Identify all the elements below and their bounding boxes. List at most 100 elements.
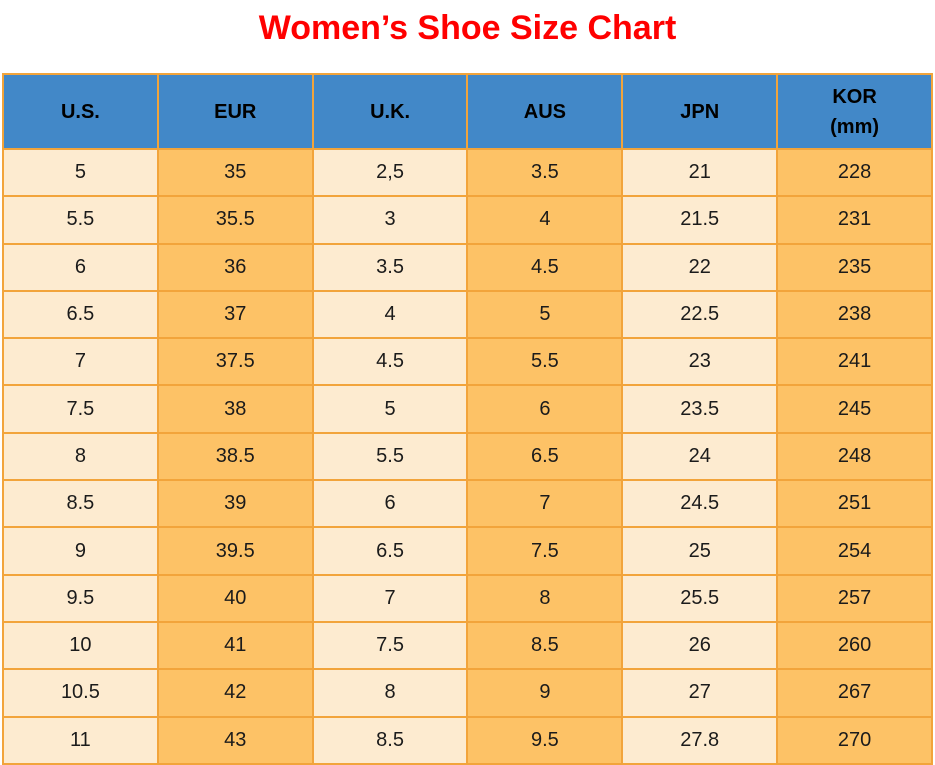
table-cell: 23.5: [621, 384, 779, 434]
table-cell: 5: [311, 384, 469, 434]
column-header-label: AUS: [523, 100, 567, 123]
column-header-label: U.S.: [60, 100, 100, 123]
table-cell: 245: [776, 384, 933, 434]
table-cell: 22.5: [621, 289, 779, 340]
table-cell: 3.5: [466, 147, 624, 198]
table-cell: 8.5: [311, 715, 469, 765]
table-cell: 25.5: [621, 573, 779, 623]
table-cell: 238: [776, 289, 933, 340]
table-cell: 35.5: [156, 195, 314, 245]
table-row: 6.5 37 4 5 22.5 238: [2, 289, 933, 340]
table-cell: 6: [466, 384, 624, 434]
column-header-uk: U.K.: [311, 73, 469, 150]
table-cell: 6.5: [466, 431, 624, 482]
table-cell: 6: [2, 242, 159, 292]
table-cell: 2,5: [311, 147, 469, 198]
table-cell: 43: [156, 715, 314, 765]
table-cell: 3.5: [311, 242, 469, 292]
column-header-kor: KOR (mm): [776, 73, 933, 150]
column-header-sublabel: (mm): [830, 115, 880, 138]
table-cell: 235: [776, 242, 933, 292]
table-cell: 26: [621, 620, 779, 671]
table-cell: 5.5: [2, 195, 159, 245]
table-cell: 7: [2, 337, 159, 387]
table-cell: 7.5: [466, 526, 624, 576]
table-cell: 9: [2, 526, 159, 576]
table-cell: 39: [156, 479, 314, 529]
table-cell: 7.5: [311, 620, 469, 671]
table-cell: 9.5: [466, 715, 624, 765]
table-cell: 38: [156, 384, 314, 434]
table-row: 9.5 40 7 8 25.5 257: [2, 573, 933, 623]
table-cell: 38.5: [156, 431, 314, 482]
table-cell: 7: [311, 573, 469, 623]
table-cell: 7: [466, 479, 624, 529]
table-cell: 41: [156, 620, 314, 671]
table-cell: 241: [776, 337, 933, 387]
table-cell: 21: [621, 147, 779, 198]
table-cell: 270: [776, 715, 933, 765]
table-cell: 10: [2, 620, 159, 671]
table-cell: 267: [776, 668, 933, 718]
table-cell: 24: [621, 431, 779, 482]
column-header-eur: EUR: [156, 73, 314, 150]
table-cell: 8: [2, 431, 159, 482]
table-cell: 35: [156, 147, 314, 198]
table-cell: 9.5: [2, 573, 159, 623]
table-cell: 248: [776, 431, 933, 482]
table-cell: 9: [466, 668, 624, 718]
table-row: 5.5 35.5 3 4 21.5 231: [2, 195, 933, 245]
table-row: 11 43 8.5 9.5 27.8 270: [2, 715, 933, 765]
table-cell: 24.5: [621, 479, 779, 529]
table-cell: 37.5: [156, 337, 314, 387]
table-cell: 42: [156, 668, 314, 718]
table-cell: 40: [156, 573, 314, 623]
table-cell: 4.5: [466, 242, 624, 292]
table-cell: 25: [621, 526, 779, 576]
column-header-us: U.S.: [2, 73, 159, 150]
table-cell: 4.5: [311, 337, 469, 387]
table-cell: 260: [776, 620, 933, 671]
table-cell: 23: [621, 337, 779, 387]
table-cell: 7.5: [2, 384, 159, 434]
table-cell: 11: [2, 715, 159, 765]
table-cell: 27.8: [621, 715, 779, 765]
table-cell: 4: [311, 289, 469, 340]
table-cell: 5.5: [311, 431, 469, 482]
table-cell: 37: [156, 289, 314, 340]
table-cell: 36: [156, 242, 314, 292]
table-cell: 8: [311, 668, 469, 718]
page-title: Women’s Shoe Size Chart: [258, 9, 677, 47]
table-cell: 228: [776, 147, 933, 198]
table-cell: 27: [621, 668, 779, 718]
table-cell: 254: [776, 526, 933, 576]
table-cell: 257: [776, 573, 933, 623]
table-cell: 10.5: [2, 668, 159, 718]
table-row: 7.5 38 5 6 23.5 245: [2, 384, 933, 434]
table-cell: 8.5: [466, 620, 624, 671]
table-cell: 21.5: [621, 195, 779, 245]
table-body: 5 35 2,5 3.5 21 228 5.5 35.5 3 4 21.5 231 6 36 3.5 4.5 2…: [2, 147, 933, 765]
table-cell: 6.5: [2, 289, 159, 340]
table-cell: 22: [621, 242, 779, 292]
table-row: 9 39.5 6.5 7.5 25 254: [2, 526, 933, 576]
table-row: 8 38.5 5.5 6.5 24 248: [2, 431, 933, 482]
column-header-label: KOR: [832, 85, 877, 108]
table-cell: 231: [776, 195, 933, 245]
table-cell: 8: [466, 573, 624, 623]
table-cell: 6.5: [311, 526, 469, 576]
table-cell: 8.5: [2, 479, 159, 529]
table-row: 8.5 39 6 7 24.5 251: [2, 479, 933, 529]
table-cell: 251: [776, 479, 933, 529]
table-header: U.S. EUR U.K. AUS JPN KOR (mm): [2, 73, 933, 150]
table-row: 10.5 42 8 9 27 267: [2, 668, 933, 718]
header-row: U.S. EUR U.K. AUS JPN KOR (mm): [2, 73, 933, 150]
table-cell: 5: [2, 147, 159, 198]
column-header-label: U.K.: [370, 100, 411, 123]
table-cell: 5.5: [466, 337, 624, 387]
table-cell: 5: [466, 289, 624, 340]
column-header-jpn: JPN: [621, 73, 779, 150]
table-cell: 6: [311, 479, 469, 529]
table-cell: 4: [466, 195, 624, 245]
table-cell: 39.5: [156, 526, 314, 576]
